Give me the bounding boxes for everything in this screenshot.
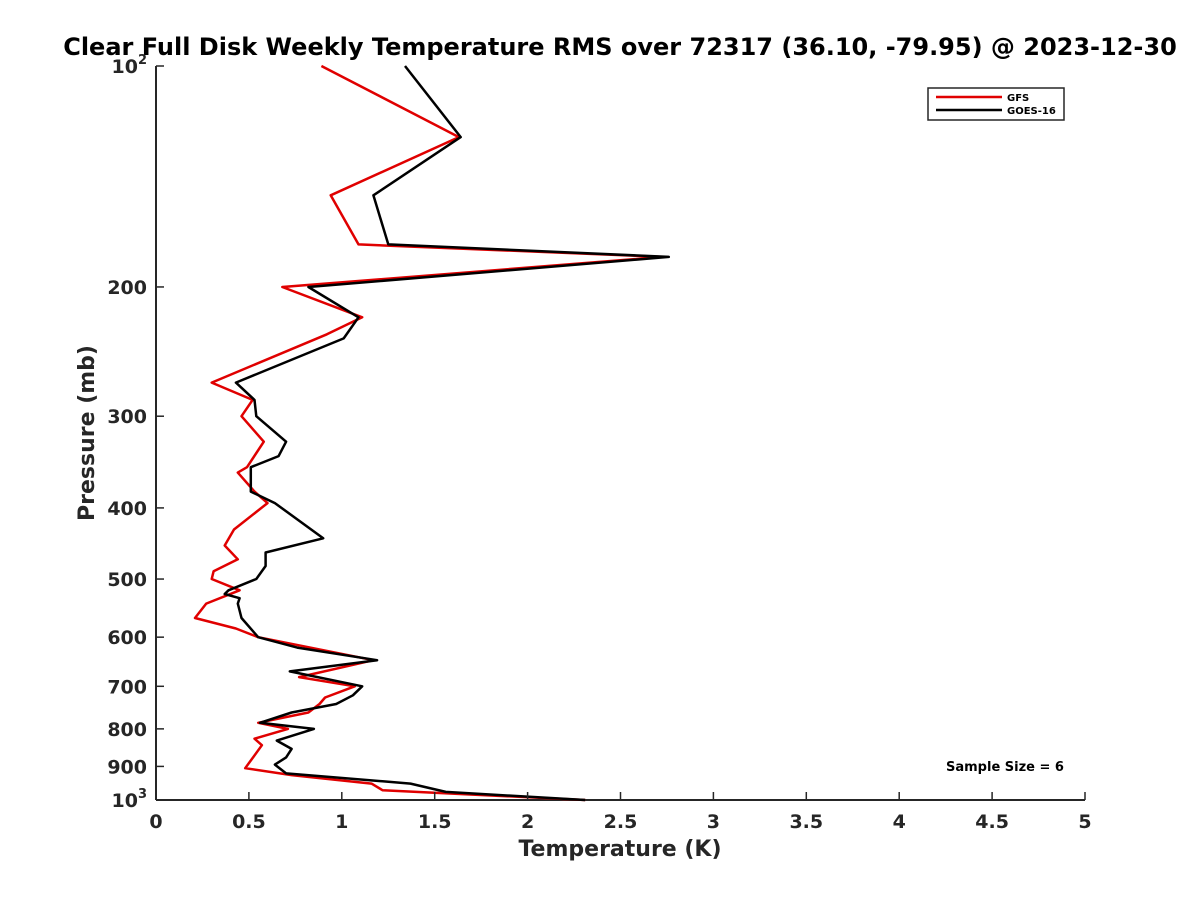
x-tick-label: 2 bbox=[521, 811, 534, 833]
x-tick-label: 1 bbox=[335, 811, 348, 833]
x-tick-label: 4.5 bbox=[975, 811, 1009, 833]
y-tick-base: 10 bbox=[112, 790, 138, 812]
y-tick-base: 10 bbox=[112, 56, 138, 78]
x-tick-label: 1.5 bbox=[418, 811, 452, 833]
y-tick-label: 103 bbox=[112, 787, 148, 812]
x-axis-label: Temperature (K) bbox=[518, 837, 721, 862]
legend-label-goes16: GOES-16 bbox=[1007, 106, 1056, 117]
y-axis-label: Pressure (mb) bbox=[75, 345, 100, 521]
series-line-gfs bbox=[193, 64, 665, 802]
x-tick-label: 4 bbox=[893, 811, 906, 833]
y-tick-label: 300 bbox=[107, 406, 147, 428]
y-tick-label: 500 bbox=[107, 569, 147, 591]
y-tick-label: 700 bbox=[107, 676, 147, 698]
y-tick-label: 900 bbox=[107, 756, 147, 778]
y-tick-label: 800 bbox=[107, 719, 147, 741]
sample-size-annotation: Sample Size = 6 bbox=[946, 760, 1064, 775]
y-tick-label: 600 bbox=[107, 627, 147, 649]
legend: GFS GOES-16 bbox=[927, 87, 1065, 121]
legend-box bbox=[927, 87, 1065, 121]
series-line-goes16 bbox=[223, 65, 671, 802]
x-tick-label: 3 bbox=[707, 811, 720, 833]
series-layer bbox=[193, 64, 671, 802]
y-tick-label: 400 bbox=[107, 498, 147, 520]
x-tick-label: 3.5 bbox=[789, 811, 823, 833]
x-ticks: 0 0.5 1 1.5 2 2.5 3 3.5 4 4.5 5 bbox=[149, 792, 1092, 833]
y-tick-label: 102 bbox=[112, 53, 148, 78]
plot-area bbox=[155, 66, 1085, 801]
y-tick-exponent: 2 bbox=[138, 53, 147, 68]
x-tick-label: 5 bbox=[1078, 811, 1091, 833]
legend-label-gfs: GFS bbox=[1007, 93, 1029, 104]
x-tick-label: 0.5 bbox=[232, 811, 266, 833]
y-tick-exponent: 3 bbox=[138, 787, 147, 802]
x-tick-label: 2.5 bbox=[604, 811, 638, 833]
chart-title: Clear Full Disk Weekly Temperature RMS o… bbox=[63, 33, 1177, 61]
y-tick-label: 200 bbox=[107, 277, 147, 299]
x-tick-label: 0 bbox=[149, 811, 162, 833]
